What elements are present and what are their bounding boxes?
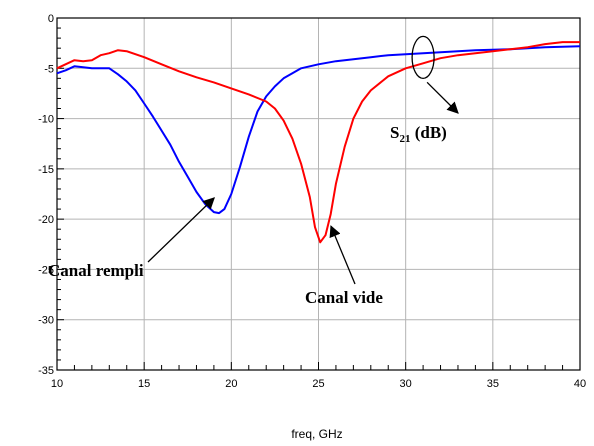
x-tick-label: 15 <box>138 378 150 390</box>
series-line-red <box>56 41 580 244</box>
y-tick-label: -15 <box>38 164 54 176</box>
ellipse-marker <box>411 35 435 79</box>
axes: 10 15 20 25 30 35 40 0 -5 -10 -15 -20 -25 -30 -35 <box>38 13 586 390</box>
annotation-s21: S21 (dB) <box>390 123 447 145</box>
y-tick-label: -30 <box>38 315 54 327</box>
series-layer <box>56 41 581 244</box>
annotations: Canal rempli Canal vide S21 (dB) <box>48 35 459 307</box>
x-tick-label: 20 <box>225 378 237 390</box>
y-tick-label: -20 <box>38 214 54 226</box>
y-tick-label: -5 <box>44 63 54 75</box>
x-axis-label: freq, GHz <box>291 427 342 441</box>
x-tick-label: 40 <box>574 378 586 390</box>
arrow-s21 <box>426 81 459 114</box>
plot-frame <box>56 17 581 371</box>
annotation-canal-vide: Canal vide <box>305 288 383 307</box>
x-tick-label: 25 <box>312 378 324 390</box>
x-tick-label: 10 <box>51 378 63 390</box>
arrow-canal-rempli <box>147 197 215 263</box>
annotation-canal-rempli: Canal rempli <box>48 261 144 280</box>
grid <box>57 18 580 370</box>
y-tick-label: -10 <box>38 114 54 126</box>
x-tick-label: 30 <box>400 378 412 390</box>
series-line-blue <box>56 45 581 215</box>
arrow-canal-vide <box>329 225 356 285</box>
y-tick-label: -35 <box>38 365 54 377</box>
y-tick-label: -25 <box>38 264 54 276</box>
x-tick-label: 35 <box>487 378 499 390</box>
y-tick-label: 0 <box>48 13 54 25</box>
